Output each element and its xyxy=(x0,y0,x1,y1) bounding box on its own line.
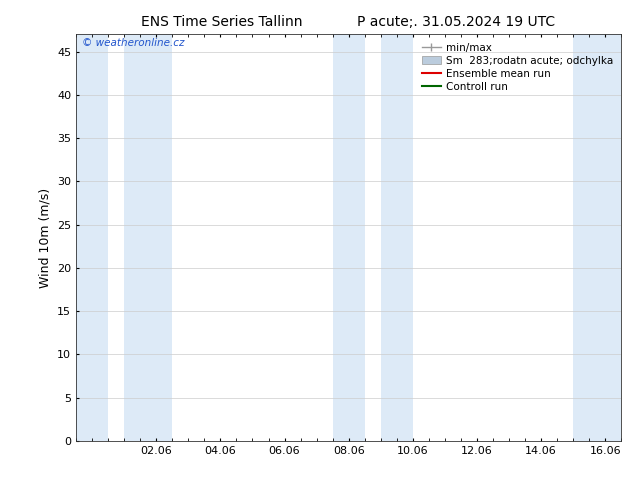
Bar xyxy=(333,34,365,441)
Bar xyxy=(76,34,108,441)
Bar xyxy=(573,34,621,441)
Bar xyxy=(381,34,413,441)
Legend: min/max, Sm  283;rodatn acute; odchylka, Ensemble mean run, Controll run: min/max, Sm 283;rodatn acute; odchylka, … xyxy=(418,40,616,95)
Text: ENS Time Series Tallinn: ENS Time Series Tallinn xyxy=(141,15,302,29)
Text: P acute;. 31.05.2024 19 UTC: P acute;. 31.05.2024 19 UTC xyxy=(358,15,555,29)
Text: © weatheronline.cz: © weatheronline.cz xyxy=(82,38,184,49)
Y-axis label: Wind 10m (m/s): Wind 10m (m/s) xyxy=(39,188,51,288)
Bar xyxy=(124,34,172,441)
